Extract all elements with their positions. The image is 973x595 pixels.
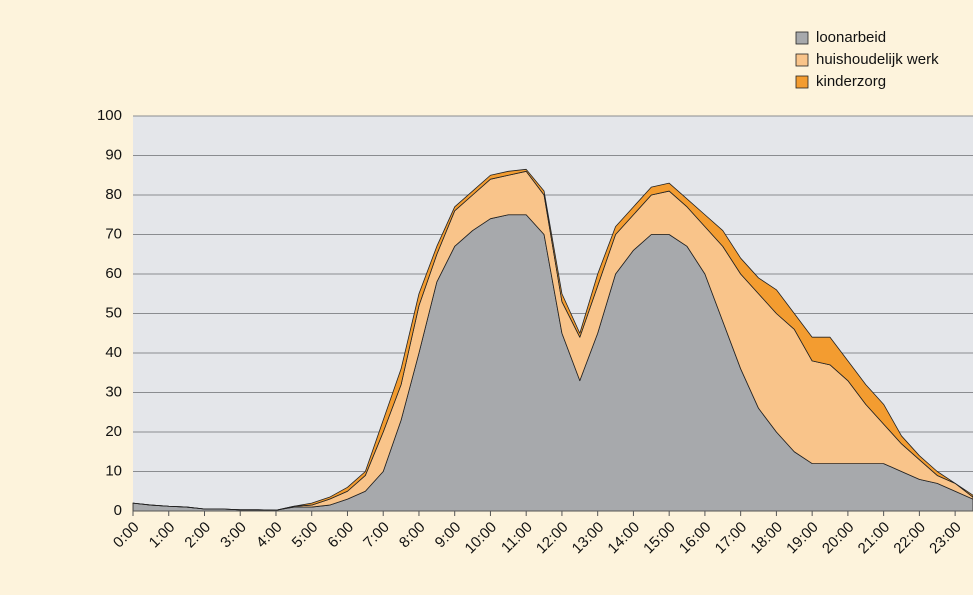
y-tick-label: 20 bbox=[105, 423, 122, 440]
legend-swatch bbox=[795, 31, 809, 45]
y-tick-label: 60 bbox=[105, 265, 122, 282]
y-tick-label: 90 bbox=[105, 146, 122, 163]
y-tick-label: 100 bbox=[97, 107, 122, 124]
legend-swatch bbox=[795, 75, 809, 89]
y-tick-label: 30 bbox=[105, 383, 122, 400]
legend-label: loonarbeid bbox=[816, 29, 886, 46]
legend-label: kinderzorg bbox=[816, 73, 886, 90]
y-tick-label: 10 bbox=[105, 462, 122, 479]
y-tick-label: 0 bbox=[114, 502, 122, 519]
legend-swatch bbox=[795, 53, 809, 67]
y-tick-label: 40 bbox=[105, 344, 122, 361]
legend-label: huishoudelijk werk bbox=[816, 51, 939, 68]
y-tick-label: 70 bbox=[105, 225, 122, 242]
area bbox=[132, 168, 973, 511]
y-tick-label: 80 bbox=[105, 186, 122, 203]
y-tick-label: 50 bbox=[105, 304, 122, 321]
